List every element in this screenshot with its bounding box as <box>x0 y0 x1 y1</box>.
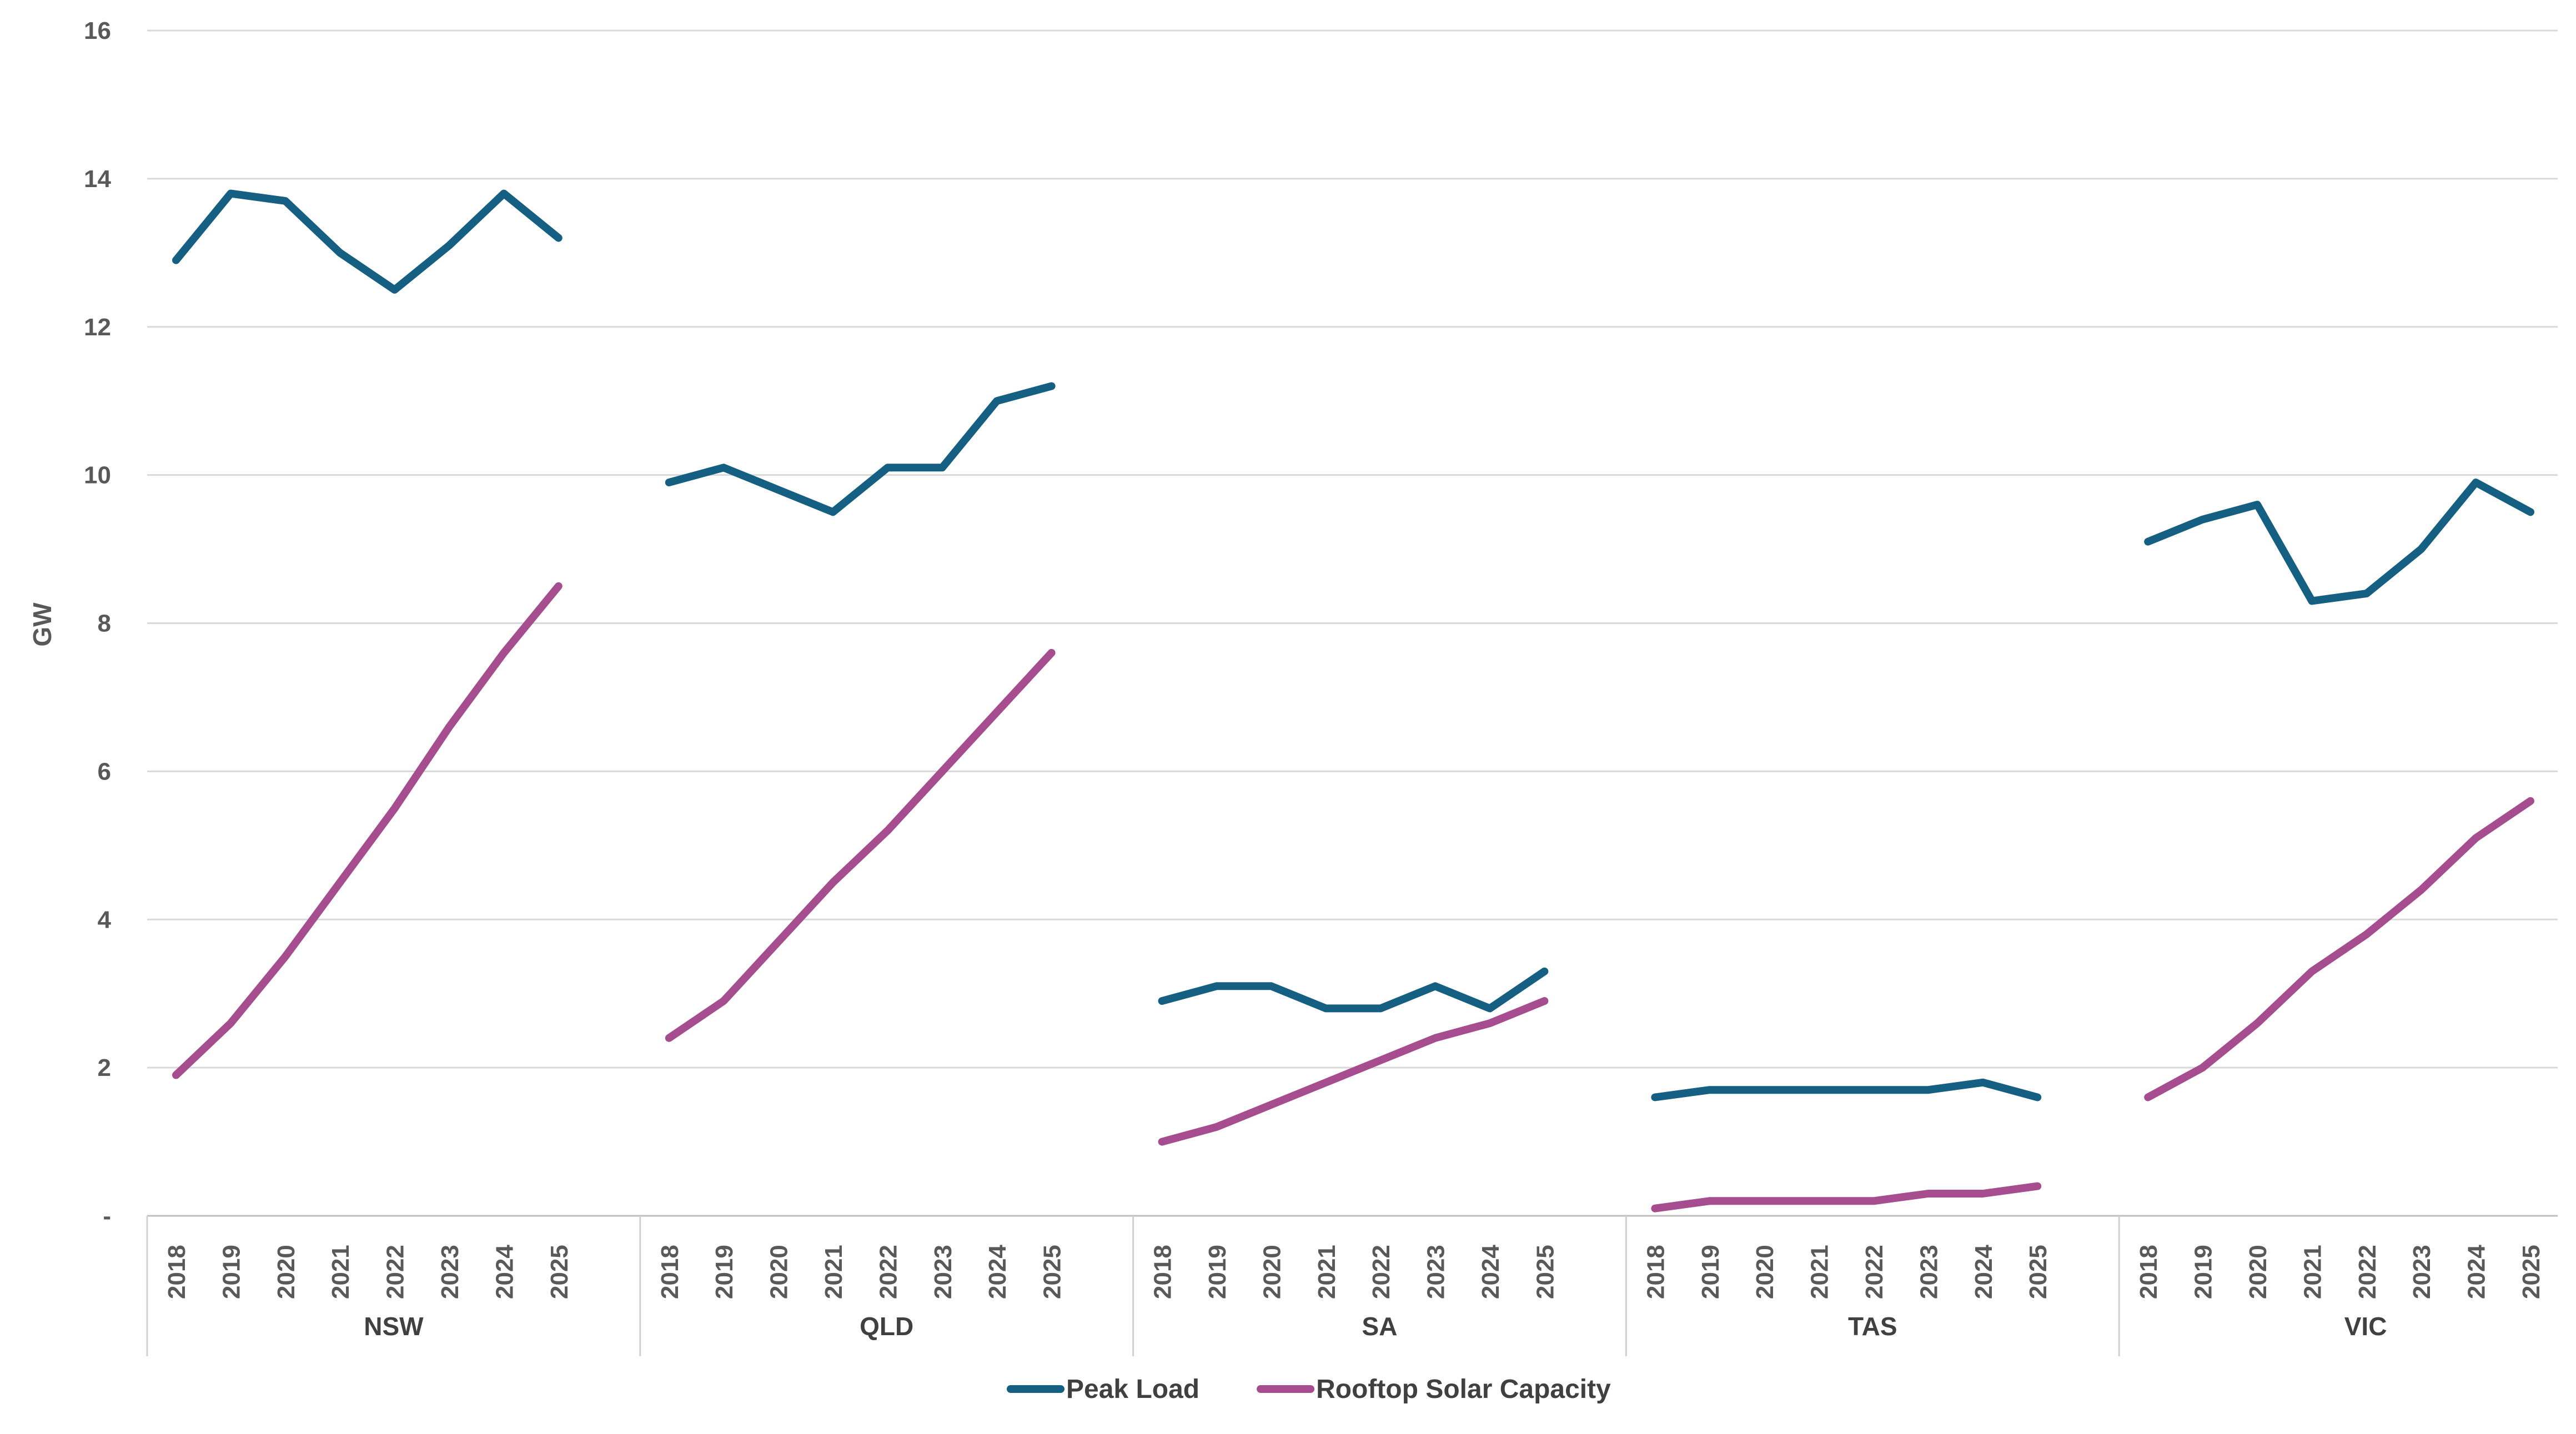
peak-load-line-nsw <box>172 189 563 294</box>
x-tick-label: 2019 <box>2190 1245 2217 1299</box>
x-tick-label: 2019 <box>711 1245 738 1299</box>
x-tick-label: 2022 <box>2354 1245 2381 1299</box>
x-tick-label: 2023 <box>1423 1245 1450 1299</box>
x-group-label: NSW <box>364 1312 424 1341</box>
x-group-label: SA <box>1362 1312 1398 1341</box>
x-tick-label: 2020 <box>766 1245 793 1299</box>
y-tick-label: 12 <box>84 314 111 341</box>
y-axis-label: GW <box>28 602 57 647</box>
x-tick-label: 2021 <box>1806 1245 1834 1299</box>
x-tick-label: 2024 <box>1477 1245 1504 1299</box>
x-tick-label: 2018 <box>1642 1245 1669 1299</box>
x-tick-label: 2022 <box>382 1245 409 1299</box>
x-tick-label: 2025 <box>1039 1245 1066 1299</box>
x-tick-label: 2018 <box>2135 1245 2162 1299</box>
x-tick-label: 2024 <box>2463 1245 2490 1299</box>
y-tick-label: 2 <box>98 1054 111 1081</box>
legend-label: Peak Load <box>1066 1375 1199 1404</box>
x-tick-label: 2022 <box>1368 1245 1395 1299</box>
x-tick-label: 2018 <box>163 1245 190 1299</box>
peak-load-line-sa <box>1158 967 1549 1013</box>
x-group-label: TAS <box>1848 1312 1897 1341</box>
series-lines <box>172 189 2534 1212</box>
x-group-label: QLD <box>860 1312 913 1341</box>
rooftop-solar-capacity-line-vic <box>2144 797 2534 1101</box>
x-tick-label: 2024 <box>1970 1245 1997 1299</box>
legend-label: Rooftop Solar Capacity <box>1316 1375 1611 1404</box>
x-tick-label: 2025 <box>1531 1245 1559 1299</box>
x-tick-label: 2023 <box>1915 1245 1942 1299</box>
y-tick-label: 6 <box>98 758 111 785</box>
x-tick-label: 2018 <box>1149 1245 1177 1299</box>
x-tick-label: 2020 <box>1751 1245 1779 1299</box>
peak-load-line-tas <box>1651 1078 2042 1101</box>
x-tick-label: 2020 <box>273 1245 300 1299</box>
y-tick-label: 16 <box>84 17 111 44</box>
x-group-label: VIC <box>2344 1312 2387 1341</box>
x-tick-label: 2020 <box>2244 1245 2272 1299</box>
x-tick-label: 2021 <box>2299 1245 2326 1299</box>
y-axis-ticks: - 2 4 6 8 10 12 14 16 <box>84 17 111 1230</box>
rooftop-solar-capacity-line-tas <box>1651 1182 2042 1212</box>
x-tick-label: 2022 <box>1861 1245 1888 1299</box>
rooftop-solar-capacity-line-qld <box>665 648 1056 1042</box>
peak-load-line-vic <box>2144 479 2534 605</box>
x-tick-label: 2019 <box>1697 1245 1724 1299</box>
x-tick-label: 2021 <box>820 1245 847 1299</box>
x-tick-label: 2024 <box>491 1245 518 1299</box>
y-tick-label: 14 <box>84 165 111 193</box>
y-tick-label: 4 <box>98 906 112 933</box>
x-tick-label: 2021 <box>327 1245 354 1299</box>
x-tick-label: 2024 <box>984 1245 1011 1299</box>
x-tick-label: 2023 <box>930 1245 957 1299</box>
x-axis: 2018 2019 2020 2021 2022 2023 2024 2025 NSW 2018 2… <box>146 1215 2558 1356</box>
x-tick-label: 2025 <box>2025 1245 2052 1299</box>
x-tick-label: 2022 <box>875 1245 902 1299</box>
peak-load-line-qld <box>665 382 1056 516</box>
x-tick-label: 2019 <box>218 1245 245 1299</box>
x-tick-label: 2025 <box>546 1245 573 1299</box>
x-tick-label: 2025 <box>2518 1245 2545 1299</box>
x-tick-label: 2020 <box>1258 1245 1286 1299</box>
legend: Peak Load Rooftop Solar Capacity <box>1007 1375 1611 1404</box>
gridlines <box>147 29 2558 1069</box>
x-tick-label: 2019 <box>1204 1245 1231 1299</box>
x-tick-label: 2023 <box>436 1245 464 1299</box>
y-tick-label: 8 <box>98 610 111 637</box>
x-tick-label: 2021 <box>1313 1245 1340 1299</box>
x-tick-label: 2018 <box>656 1245 684 1299</box>
x-tick-label: 2023 <box>2408 1245 2436 1299</box>
rooftop-solar-capacity-line-nsw <box>172 582 563 1079</box>
y-tick-label: - <box>103 1202 111 1230</box>
rooftop-solar-capacity-line-sa <box>1158 997 1549 1146</box>
y-tick-label: 10 <box>84 462 111 489</box>
